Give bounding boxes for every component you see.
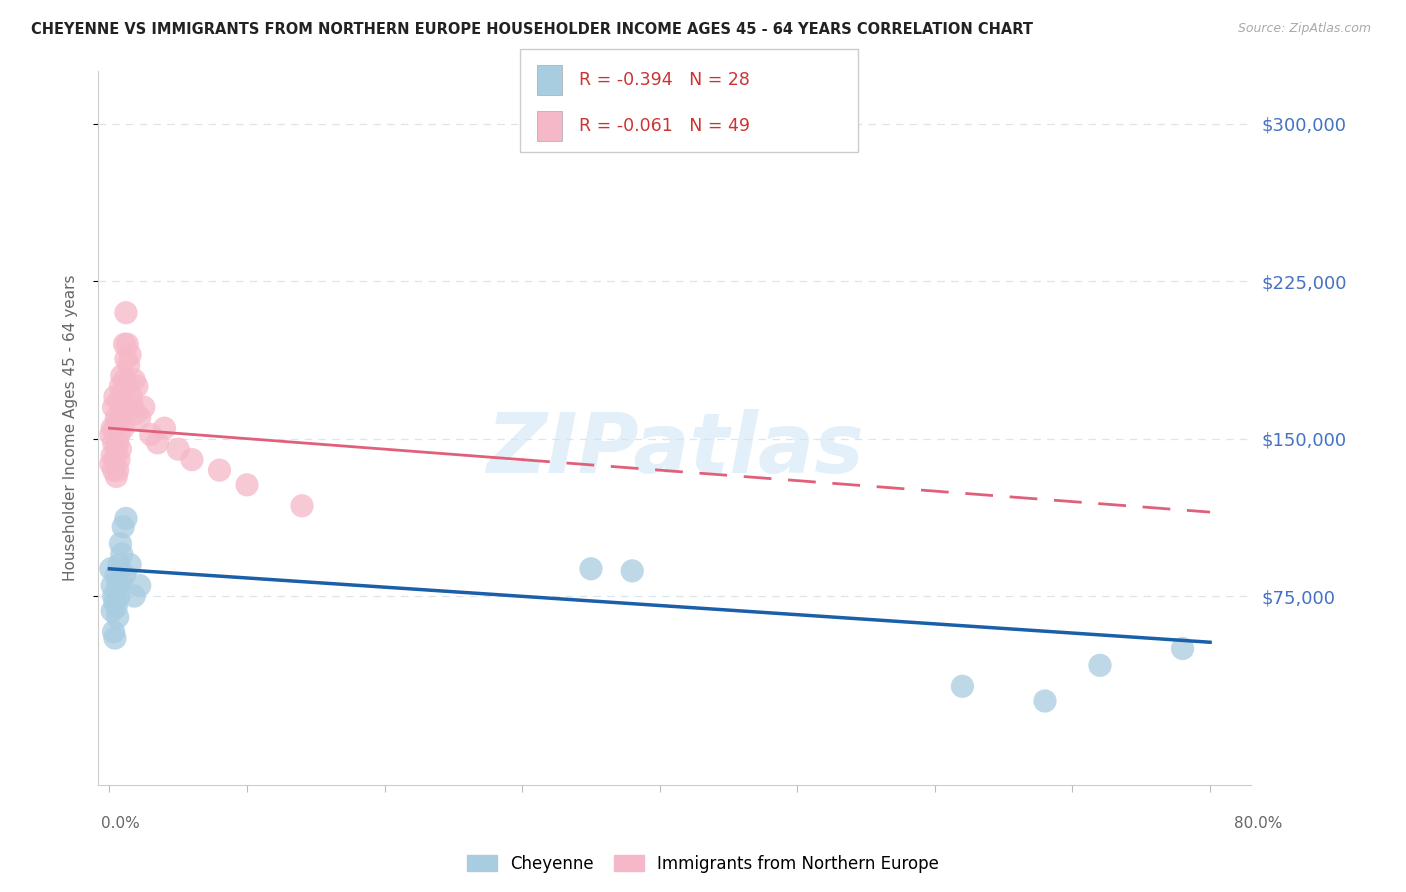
Point [100, 457, 122, 471]
Point [107, 463, 129, 477]
Point [114, 568, 136, 582]
Point [579, 562, 602, 576]
Text: Source: ZipAtlas.com: Source: ZipAtlas.com [1237, 22, 1371, 36]
Text: ZIPatlas: ZIPatlas [486, 409, 863, 490]
Point [108, 589, 131, 603]
Point [101, 449, 124, 463]
Point [105, 469, 128, 483]
Point [110, 415, 132, 429]
Point [104, 452, 127, 467]
Point [101, 578, 124, 592]
Point [236, 478, 259, 492]
Point [100, 562, 122, 576]
Point [208, 463, 231, 477]
Point [110, 442, 132, 457]
Text: R = -0.061   N = 49: R = -0.061 N = 49 [579, 117, 751, 135]
Point [120, 390, 142, 404]
Point [291, 499, 314, 513]
Point [110, 379, 132, 393]
Point [120, 348, 142, 362]
Point [111, 400, 134, 414]
Point [1088, 658, 1111, 673]
Point [108, 558, 131, 572]
Point [110, 536, 132, 550]
Point [104, 631, 127, 645]
Point [122, 373, 145, 387]
Point [108, 452, 131, 467]
Point [153, 421, 176, 435]
Point [181, 452, 204, 467]
Point [101, 421, 124, 435]
Point [115, 511, 138, 525]
Point [111, 368, 134, 383]
Point [107, 415, 129, 429]
Point [100, 427, 122, 442]
Point [103, 400, 125, 414]
Point [1171, 641, 1194, 656]
Point [105, 599, 128, 614]
Point [104, 390, 127, 404]
Point [107, 435, 129, 450]
Point [112, 520, 135, 534]
Point [117, 337, 139, 351]
Point [114, 373, 136, 387]
Y-axis label: Householder Income Ages 45 - 64 years: Householder Income Ages 45 - 64 years [63, 275, 77, 582]
Point [105, 442, 128, 457]
Text: CHEYENNE VS IMMIGRANTS FROM NORTHERN EUROPE HOUSEHOLDER INCOME AGES 45 - 64 YEAR: CHEYENNE VS IMMIGRANTS FROM NORTHERN EUR… [31, 22, 1033, 37]
Point [105, 568, 128, 582]
Point [103, 435, 125, 450]
Point [108, 427, 131, 442]
Point [114, 337, 136, 351]
Text: 0.0%: 0.0% [101, 816, 141, 831]
Point [1033, 694, 1056, 708]
Point [117, 379, 139, 393]
Point [146, 435, 169, 450]
Point [118, 358, 141, 372]
Legend: Cheyenne, Immigrants from Northern Europe: Cheyenne, Immigrants from Northern Europ… [460, 848, 946, 880]
Point [122, 589, 145, 603]
Point [107, 610, 129, 624]
Point [121, 400, 143, 414]
Point [128, 410, 150, 425]
Point [103, 589, 125, 603]
Point [112, 421, 135, 435]
Point [952, 679, 974, 693]
Text: 80.0%: 80.0% [1234, 816, 1282, 831]
Point [621, 564, 644, 578]
Point [115, 351, 138, 366]
Point [103, 624, 125, 639]
Point [101, 604, 124, 618]
Point [112, 385, 135, 400]
Point [107, 578, 129, 592]
Point [115, 306, 138, 320]
Point [167, 442, 190, 457]
Point [111, 547, 134, 561]
Point [108, 393, 131, 408]
Point [139, 427, 162, 442]
Point [128, 578, 150, 592]
Point [132, 400, 155, 414]
Point [104, 421, 127, 435]
Point [120, 558, 142, 572]
Point [105, 410, 128, 425]
Point [103, 463, 125, 477]
Text: R = -0.394   N = 28: R = -0.394 N = 28 [579, 71, 751, 89]
Point [110, 574, 132, 589]
Point [124, 407, 146, 421]
Point [104, 595, 127, 609]
Point [125, 379, 148, 393]
